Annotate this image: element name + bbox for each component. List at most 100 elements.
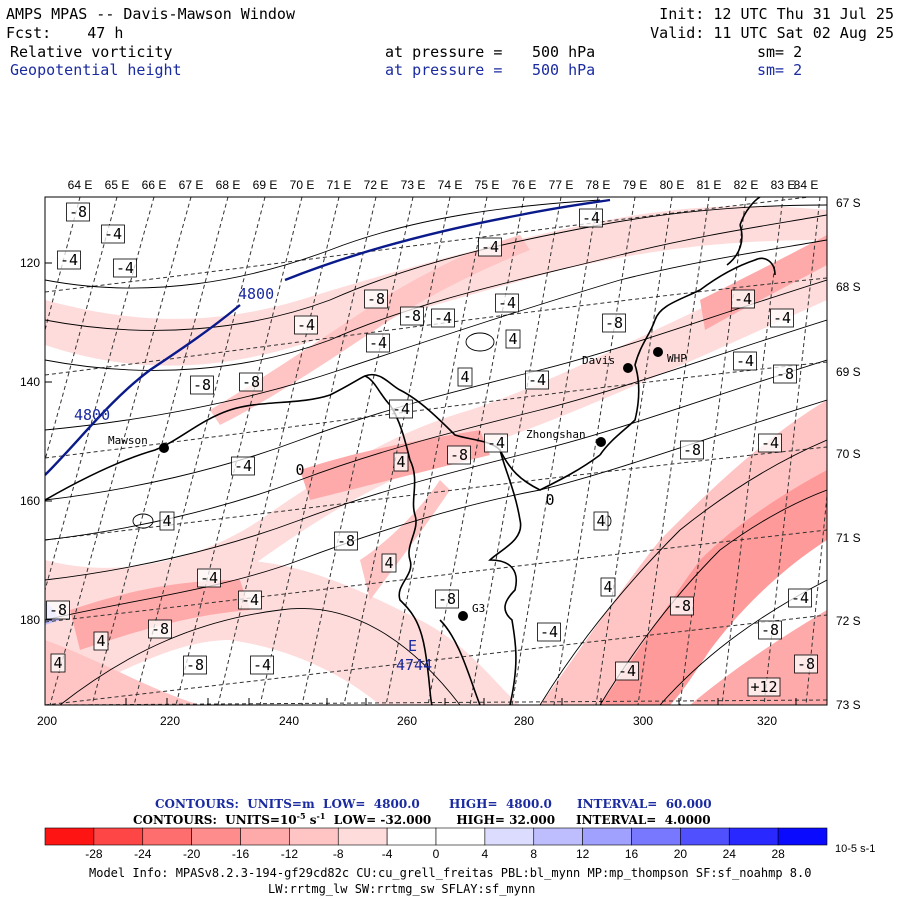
vorticity-label: -8: [151, 620, 169, 638]
vorticity-label-box: [159, 511, 175, 531]
station-label-g3: G3: [472, 602, 485, 615]
colorbar-tick-label: -24: [134, 847, 152, 861]
vorticity-label-box: [50, 653, 66, 673]
vorticity-label-box: [381, 553, 397, 573]
lon-label: 68 E: [216, 178, 241, 192]
lon-label: 71 E: [327, 178, 352, 192]
vorticity-label-box: [758, 433, 782, 453]
field2-name: Geopotential height: [10, 61, 182, 79]
vorticity-label: -8: [186, 656, 204, 674]
lon-label: 75 E: [475, 178, 500, 192]
lon-label: 67 E: [179, 178, 204, 192]
vorticity-label: 4: [596, 512, 605, 530]
vorticity-label-box: [389, 399, 413, 419]
height-label: 4744: [396, 656, 432, 674]
colorbar-tick-label: 20: [673, 847, 688, 861]
vorticity-label-box: [484, 433, 508, 453]
field1-name: Relative vorticity: [10, 43, 173, 61]
colorbar-tick-label: -12: [280, 847, 299, 861]
station-marker-davis[interactable]: [623, 363, 633, 373]
vorticity-label: -8: [337, 532, 355, 550]
vorticity-label-box: [393, 452, 409, 472]
vorticity-label: -8: [367, 290, 385, 308]
vorticity-label-box: [294, 315, 318, 335]
vorticity-label-box: [250, 655, 274, 675]
vorticity-label-box: [602, 313, 626, 333]
vorticity-label: -8: [69, 203, 87, 221]
x-tick-label: 260: [397, 714, 417, 728]
contours-interval-label: INTERVAL=: [576, 797, 658, 811]
vorticity-label: -8: [450, 446, 468, 464]
vorticity-label: -4: [761, 434, 779, 452]
field1-smoothing: sm= 2: [757, 43, 803, 61]
x-tick-label: 280: [514, 714, 534, 728]
colorbar-swatch: [337, 827, 388, 846]
init-time: Init: 12 UTC Thu 31 Jul 25: [659, 5, 894, 23]
contours-units-s: s: [309, 813, 317, 827]
lat-label: 72 S: [836, 614, 861, 628]
colorbar-swatch: [680, 827, 730, 846]
vorticity-label-box: [670, 596, 694, 616]
station-marker-zhongshan[interactable]: [596, 437, 606, 447]
vorticity-label-box: [457, 367, 473, 387]
vorticity-labels: -8 -4 -4 -4 -4 -4 -8 -8 -4 -4 -4 -4 4 4 -4 -8 -8 -4 -4 -4 -8…: [46, 202, 818, 697]
colorbar-tick-label: 16: [624, 847, 639, 861]
vorticity-label: -8: [49, 601, 67, 619]
latitude-labels: 67 S 68 S 69 S 70 S 71 S 72 S 73 S: [836, 196, 861, 712]
colorbar-tick-label: 24: [722, 847, 736, 861]
field1-pressure: 500 hPa: [532, 43, 596, 61]
colorbar-tick-label: -16: [231, 847, 250, 861]
station-marker-g3[interactable]: [458, 611, 468, 621]
vorticity-label-box: [231, 456, 255, 476]
longitude-labels: 64 E 65 E 66 E 67 E 68 E 69 E 70 E 71 E …: [68, 178, 819, 192]
contours-units-s-exponent: -1: [316, 811, 326, 821]
vorticity-label: -8: [776, 365, 794, 383]
station-label-mawson: Mawson: [108, 434, 148, 447]
vorticity-label-box: [113, 258, 137, 278]
lat-label: 73 S: [836, 698, 861, 712]
vorticity-label: 4: [460, 368, 469, 386]
colorbar-swatch: [44, 827, 95, 846]
colorbar-tick-label: 8: [530, 847, 538, 861]
colorbar-swatch: [386, 827, 437, 846]
colorbar-tick-label: 0: [432, 847, 440, 861]
lon-label: 82 E: [734, 178, 759, 192]
vorticity-label: -4: [297, 316, 315, 334]
vorticity-label-box: [495, 293, 519, 313]
lat-label: 68 S: [836, 280, 861, 294]
vorticity-label-box: [57, 250, 81, 270]
lon-label: 80 E: [660, 178, 685, 192]
colorbar-tick-label: -4: [381, 847, 393, 861]
vorticity-label: -4: [392, 400, 410, 418]
vorticity-label: 4: [53, 654, 62, 672]
vorticity-label: -4: [369, 334, 387, 352]
contours-label: CONTOURS:: [155, 797, 239, 811]
field2-pressure: 500 hPa: [532, 61, 596, 79]
lon-label: 76 E: [512, 178, 537, 192]
colorbar-swatch: [93, 827, 144, 846]
lon-label: 66 E: [142, 178, 167, 192]
station-marker-mawson[interactable]: [159, 443, 169, 453]
colorbar-swatch: [484, 827, 535, 846]
x-tick-label: 220: [160, 714, 180, 728]
lon-label: 83 E: [771, 178, 796, 192]
vorticity-label: -4: [104, 225, 122, 243]
colorbar-unit: 10-5 s-1: [835, 843, 876, 855]
vorticity-label-box: [101, 224, 125, 244]
y-tick-label: 160: [20, 494, 40, 508]
lon-label: 74 E: [438, 178, 463, 192]
lat-label: 71 S: [836, 531, 861, 545]
valid-time: Valid: 11 UTC Sat 02 Aug 25: [650, 24, 894, 42]
vorticity-label-box: [238, 590, 262, 610]
y-tick-label: 140: [20, 375, 40, 389]
contours-units: UNITS=m: [247, 797, 315, 811]
lon-label: 84 E: [794, 178, 819, 192]
vorticity-label: 4: [96, 632, 105, 650]
station-marker-whp[interactable]: [653, 347, 663, 357]
vorticity-label: -8: [683, 441, 701, 459]
vorticity-label: 4: [384, 554, 393, 572]
vorticity-label-box: [593, 511, 609, 531]
vorticity-label: 4: [162, 512, 171, 530]
lon-label: 77 E: [549, 178, 574, 192]
